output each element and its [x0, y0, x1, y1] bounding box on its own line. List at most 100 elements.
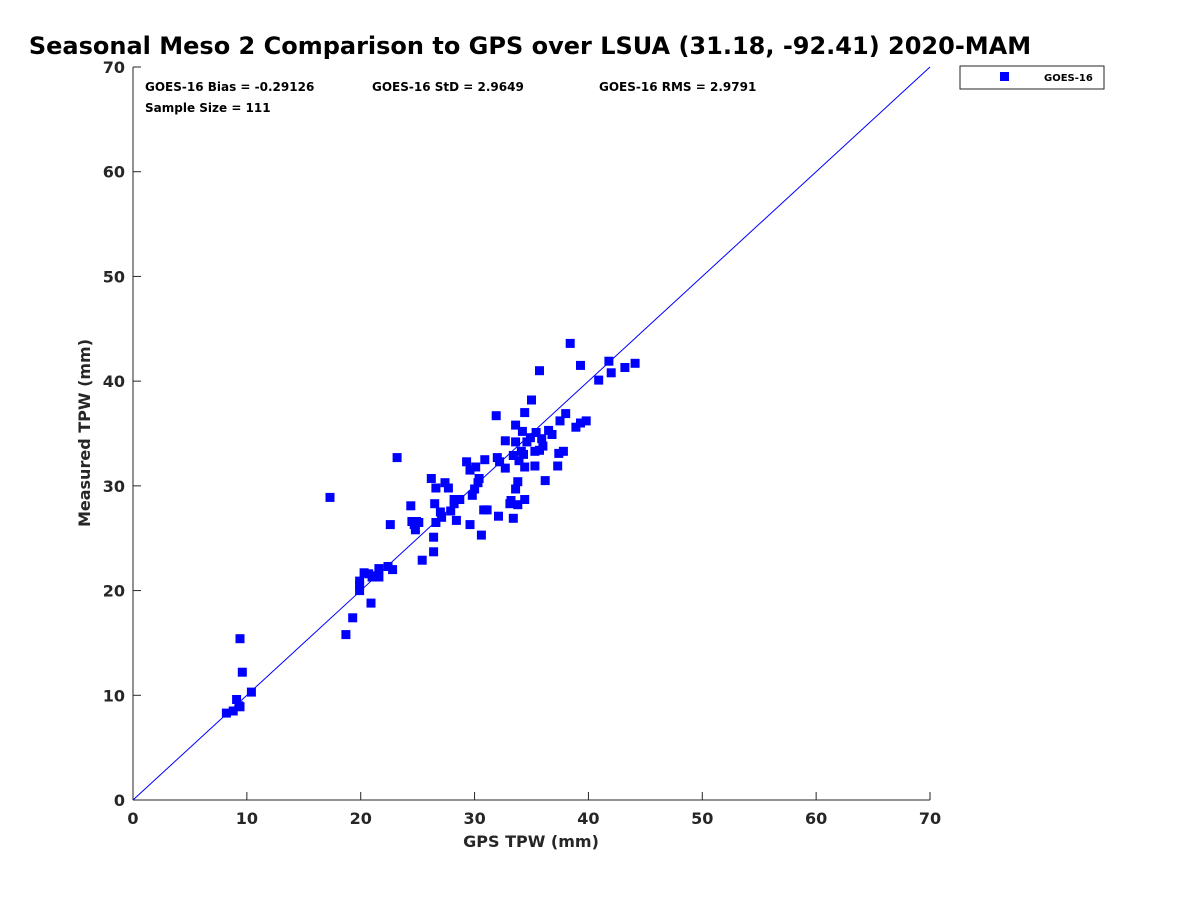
y-tick-label: 30	[103, 477, 125, 496]
data-point	[341, 630, 351, 640]
chart-title: Seasonal Meso 2 Comparison to GPS over L…	[29, 32, 1031, 60]
data-point	[374, 572, 384, 582]
data-point	[359, 568, 369, 578]
stat-rms: GOES-16 RMS = 2.9791	[599, 80, 756, 94]
data-point	[513, 500, 523, 510]
data-point	[465, 520, 475, 530]
data-point	[558, 446, 568, 456]
y-axis-label: Measured TPW (mm)	[75, 339, 94, 527]
data-point	[406, 501, 416, 511]
stat-bias: GOES-16 Bias = -0.29126	[145, 80, 314, 94]
plot-area	[132, 67, 930, 801]
data-point	[437, 512, 447, 522]
y-tick-label: 10	[103, 686, 125, 705]
data-point	[520, 495, 530, 504]
data-point	[537, 434, 547, 444]
y-tick-label: 60	[103, 163, 125, 182]
legend: GOES-16	[959, 65, 1105, 90]
data-point	[467, 490, 477, 500]
data-point	[440, 478, 450, 488]
data-point	[491, 411, 501, 421]
x-tick-label: 10	[236, 809, 258, 828]
data-point	[417, 555, 427, 565]
data-point	[535, 366, 544, 376]
data-point	[525, 433, 535, 443]
data-point	[410, 525, 420, 535]
data-point	[366, 598, 376, 608]
data-point	[348, 613, 358, 623]
data-point	[606, 368, 616, 378]
x-tick-label: 50	[691, 809, 713, 828]
data-point	[465, 465, 475, 475]
data-point	[538, 441, 548, 451]
data-point	[221, 708, 231, 718]
data-point	[620, 363, 630, 372]
data-point	[500, 463, 510, 473]
data-point	[325, 492, 335, 502]
data-point	[228, 706, 238, 716]
data-point	[506, 496, 516, 505]
data-point	[471, 462, 481, 472]
stat-sample-size: Sample Size = 111	[145, 101, 271, 115]
data-point	[431, 483, 441, 493]
legend-marker-goes-16	[1000, 72, 1009, 81]
data-point	[531, 428, 541, 437]
data-point	[462, 457, 472, 467]
x-tick-label: 0	[127, 809, 138, 828]
data-point	[429, 532, 439, 542]
data-point	[414, 518, 424, 527]
data-point	[431, 518, 441, 527]
data-point	[555, 416, 565, 426]
data-point	[383, 562, 393, 571]
stat-std: GOES-16 StD = 2.9649	[372, 80, 524, 94]
data-point	[476, 530, 486, 540]
data-point	[500, 436, 510, 446]
x-tick-label: 20	[350, 809, 372, 828]
data-point	[511, 484, 521, 494]
data-point	[480, 455, 490, 465]
data-point	[455, 495, 465, 504]
data-point	[517, 426, 527, 436]
data-point	[527, 395, 536, 405]
data-point	[443, 483, 453, 493]
data-point	[482, 505, 492, 515]
data-point	[553, 461, 563, 471]
data-point	[494, 511, 503, 521]
y-ticks: 0 10 20 30 40 50 60 70	[103, 58, 141, 810]
data-point	[446, 506, 456, 516]
data-point	[519, 449, 528, 459]
x-tick-label: 70	[919, 809, 941, 828]
data-point	[520, 462, 530, 472]
x-ticks: 0 10 20 30 40 50 60 70	[127, 792, 941, 828]
data-point	[576, 418, 585, 428]
data-point	[571, 422, 581, 432]
data-point	[514, 456, 524, 466]
data-point	[547, 430, 557, 439]
x-tick-label: 60	[805, 809, 827, 828]
data-point	[513, 477, 523, 487]
data-point	[470, 484, 480, 494]
data-point	[508, 451, 518, 460]
data-point	[594, 375, 604, 385]
data-point	[392, 453, 402, 463]
y-tick-label: 20	[103, 582, 125, 601]
data-point	[508, 513, 518, 523]
data-point	[530, 461, 540, 471]
data-point	[581, 416, 591, 426]
legend-label-goes-16: GOES-16	[1044, 73, 1093, 84]
data-point	[554, 448, 564, 458]
data-point	[430, 499, 440, 509]
x-tick-label: 40	[577, 809, 599, 828]
data-point	[237, 667, 247, 677]
data-point	[520, 408, 530, 418]
data-point	[426, 474, 436, 483]
y-tick-label: 50	[103, 267, 125, 286]
data-point	[561, 409, 571, 419]
data-point	[385, 520, 395, 530]
data-point	[540, 476, 550, 486]
y-tick-label: 70	[103, 58, 125, 77]
legend-box	[959, 65, 1105, 90]
data-point	[530, 446, 540, 456]
data-point	[235, 634, 245, 644]
